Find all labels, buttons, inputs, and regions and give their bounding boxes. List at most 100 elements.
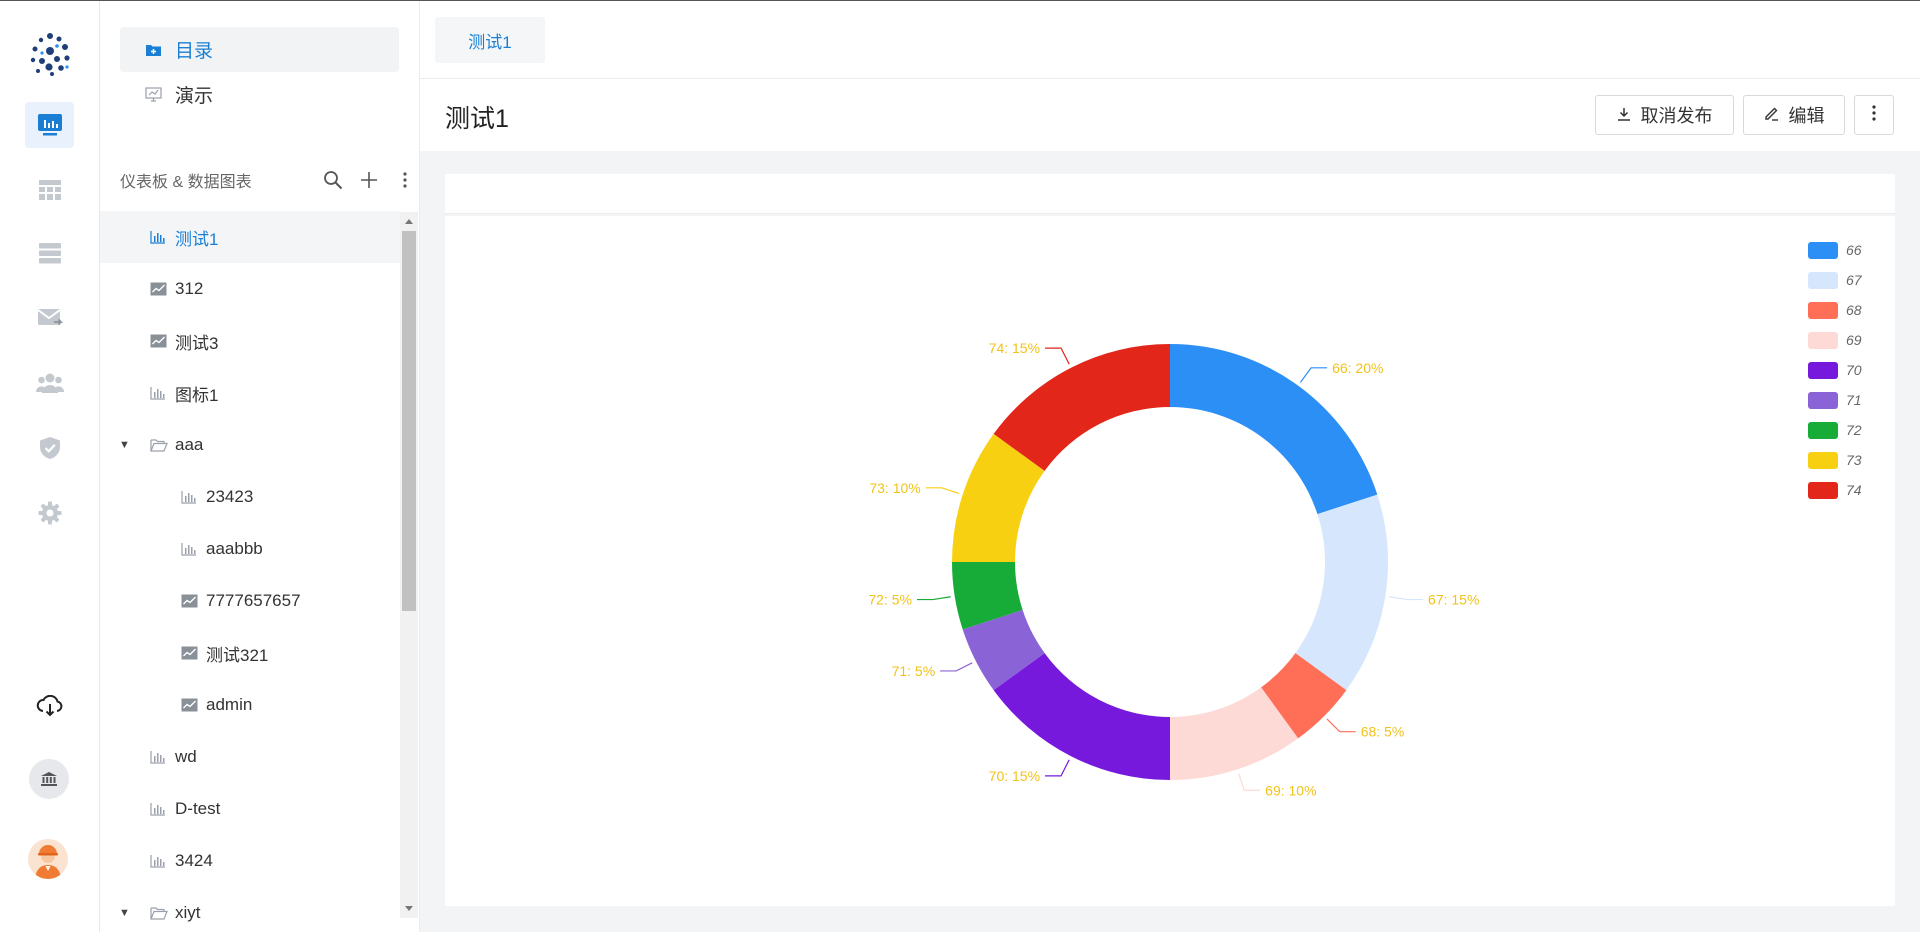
- tree-item[interactable]: 7777657657: [100, 575, 400, 627]
- legend-label: 71: [1846, 392, 1862, 408]
- scrollbar-thumb[interactable]: [402, 231, 416, 611]
- legend-label: 67: [1846, 272, 1862, 288]
- donut-slice[interactable]: [962, 609, 1045, 691]
- legend-swatch: [1808, 451, 1838, 469]
- edit-button[interactable]: 编辑: [1743, 95, 1845, 135]
- nav-demo[interactable]: 演示: [120, 72, 399, 117]
- search-icon[interactable]: [322, 169, 344, 191]
- donut-slice[interactable]: [1261, 653, 1347, 739]
- tree-item-label: D-test: [175, 799, 221, 818]
- settings-nav-icon[interactable]: [25, 490, 74, 536]
- bar-chart-icon: [150, 853, 168, 869]
- page-title: 测试1: [445, 105, 509, 133]
- donut-slice[interactable]: [993, 653, 1170, 780]
- label-leader-line: [940, 662, 973, 672]
- scroll-up-arrow[interactable]: [405, 219, 413, 224]
- tree-folder[interactable]: ▼ aaa: [100, 419, 400, 471]
- presentation-icon: [145, 87, 163, 103]
- tree-item-label: 测试1: [175, 229, 219, 249]
- legend-item[interactable]: 70: [1808, 360, 1898, 380]
- legend-label: 74: [1846, 482, 1862, 498]
- legend-item[interactable]: 71: [1808, 390, 1898, 410]
- tree-header-label: 仪表板 & 数据图表: [120, 174, 252, 191]
- app-logo[interactable]: [27, 31, 73, 77]
- caret-down-icon[interactable]: ▼: [119, 907, 130, 919]
- tree-item-label: wd: [175, 747, 197, 766]
- folder-open-icon: [150, 437, 168, 453]
- more-actions-button[interactable]: [1854, 95, 1894, 135]
- add-icon[interactable]: [358, 169, 380, 191]
- more-vertical-icon[interactable]: [394, 169, 416, 191]
- caret-down-icon[interactable]: ▼: [119, 439, 130, 451]
- nav-demo-label: 演示: [175, 86, 214, 107]
- data-label: 69: 10%: [1265, 782, 1316, 798]
- nav-catalog[interactable]: 目录: [120, 27, 399, 72]
- table-nav-icon[interactable]: [25, 167, 74, 213]
- legend-item[interactable]: 73: [1808, 450, 1898, 470]
- donut-slice[interactable]: [1170, 344, 1378, 515]
- donut-slice[interactable]: [1170, 687, 1299, 780]
- donut-slice[interactable]: [1295, 494, 1388, 691]
- donut-slice[interactable]: [952, 433, 1045, 562]
- legend-item[interactable]: 66: [1808, 240, 1898, 260]
- mail-nav-icon[interactable]: [25, 295, 74, 341]
- tree-item[interactable]: 测试3: [100, 315, 400, 367]
- data-label: 72: 5%: [868, 592, 912, 608]
- legend-swatch: [1808, 361, 1838, 379]
- database-nav-icon[interactable]: [25, 230, 74, 276]
- legend-label: 68: [1846, 302, 1862, 318]
- data-label: 71: 5%: [892, 663, 936, 679]
- legend-label: 70: [1846, 362, 1862, 378]
- tree-item[interactable]: wd: [100, 731, 400, 783]
- user-avatar[interactable]: [28, 839, 68, 879]
- legend-label: 66: [1846, 242, 1862, 258]
- legend-item[interactable]: 68: [1808, 300, 1898, 320]
- dashboard-nav-icon[interactable]: [25, 102, 74, 148]
- tree-item[interactable]: admin: [100, 679, 400, 731]
- legend-item[interactable]: 67: [1808, 270, 1898, 290]
- label-leader-line: [1389, 596, 1424, 601]
- label-leader-line: [1300, 367, 1328, 383]
- tree-item-label: 图标1: [175, 385, 219, 405]
- line-chart-icon: [150, 333, 168, 349]
- data-label: 68: 5%: [1361, 724, 1405, 740]
- tree-item[interactable]: aaabbb: [100, 523, 400, 575]
- tree-folder[interactable]: ▼ xiyt: [100, 887, 400, 932]
- tree-item-label: admin: [206, 695, 253, 714]
- tabs-bar: 测试1: [420, 1, 1920, 79]
- tree-scrollbar[interactable]: [400, 212, 418, 918]
- bar-chart-icon: [150, 801, 168, 817]
- tree-item[interactable]: D-test: [100, 783, 400, 835]
- line-chart-icon: [181, 593, 199, 609]
- tree-item[interactable]: 312: [100, 263, 400, 315]
- folder-add-icon: [145, 42, 163, 58]
- organization-icon[interactable]: [29, 759, 69, 799]
- nav-catalog-label: 目录: [175, 41, 214, 62]
- folder-open-icon: [150, 905, 168, 921]
- data-label: 70: 15%: [989, 768, 1040, 784]
- tree-item[interactable]: 测试1: [100, 211, 400, 263]
- legend-label: 69: [1846, 332, 1862, 348]
- tree-item-label: 测试3: [175, 333, 219, 353]
- legend-item[interactable]: 72: [1808, 420, 1898, 440]
- scroll-down-arrow[interactable]: [405, 906, 413, 911]
- tree-item-label: 3424: [175, 851, 213, 870]
- legend-item[interactable]: 69: [1808, 330, 1898, 350]
- tree-item[interactable]: 图标1: [100, 367, 400, 419]
- tree-item[interactable]: 3424: [100, 835, 400, 887]
- tree-item[interactable]: 测试321: [100, 627, 400, 679]
- donut-slice[interactable]: [952, 562, 1023, 630]
- tab-test1[interactable]: 测试1: [435, 17, 545, 63]
- tree-item-label: aaabbb: [206, 539, 263, 558]
- label-leader-line: [1238, 772, 1261, 791]
- unpublish-button[interactable]: 取消发布: [1595, 95, 1734, 135]
- label-leader-line: [1045, 759, 1070, 777]
- data-label: 66: 20%: [1332, 360, 1383, 376]
- legend-item[interactable]: 74: [1808, 480, 1898, 500]
- donut-slice[interactable]: [993, 344, 1170, 471]
- cloud-download-icon[interactable]: [25, 683, 74, 729]
- users-nav-icon[interactable]: [25, 360, 74, 406]
- tree-item[interactable]: 23423: [100, 471, 400, 523]
- tree-item-label: 7777657657: [206, 591, 301, 610]
- security-nav-icon[interactable]: [25, 425, 74, 471]
